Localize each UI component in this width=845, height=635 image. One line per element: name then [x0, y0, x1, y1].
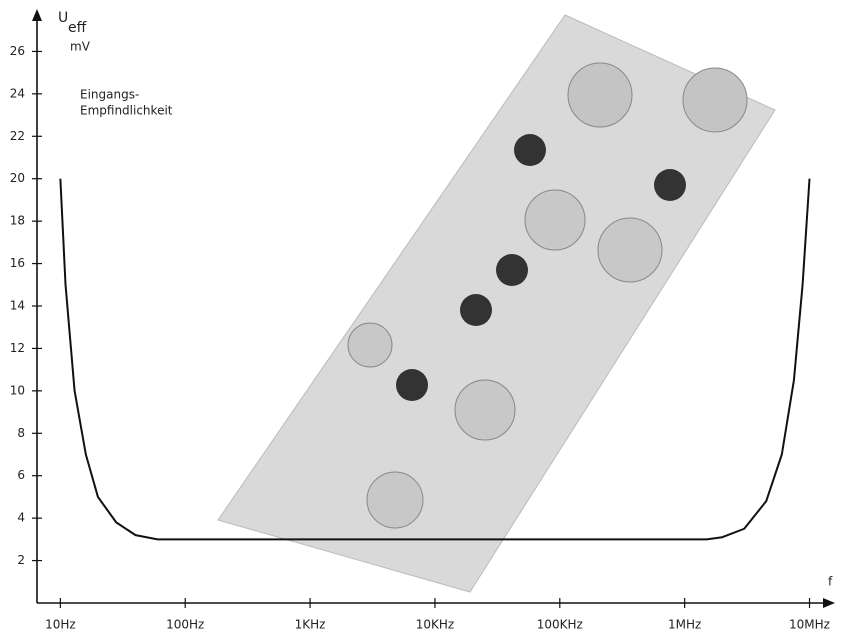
capacitor	[525, 190, 585, 250]
capacitor	[367, 472, 423, 528]
annotation: Eingangs-	[80, 88, 139, 102]
y-unit: mV	[70, 40, 91, 54]
y-tick-label: 20	[10, 171, 25, 185]
y-tick-label: 2	[17, 553, 25, 567]
y-tick-label: 16	[10, 256, 25, 270]
capacitor	[568, 63, 632, 127]
y-tick-label: 22	[10, 129, 25, 143]
photo-overlay	[218, 15, 775, 592]
x-tick-label: 100KHz	[537, 618, 583, 632]
transistor	[654, 169, 686, 201]
y-tick-label: 14	[10, 299, 25, 313]
y-tick-label: 10	[10, 383, 25, 397]
x-label: f	[828, 575, 833, 589]
y-tick-label: 24	[10, 86, 25, 100]
y-tick-label: 12	[10, 341, 25, 355]
transistor	[514, 134, 546, 166]
x-tick-label: 100Hz	[166, 618, 204, 632]
transistor	[396, 369, 428, 401]
y-tick-label: 26	[10, 44, 25, 58]
x-tick-label: 1MHz	[668, 618, 701, 632]
y-label-sub: eff	[68, 20, 87, 36]
y-label: U	[58, 10, 68, 26]
y-tick-label: 8	[17, 426, 25, 440]
x-tick-label: 10Hz	[45, 618, 76, 632]
annotation: Empfindlichkeit	[80, 104, 173, 118]
y-tick-label: 18	[10, 214, 25, 228]
capacitor	[683, 68, 747, 132]
capacitor	[348, 323, 392, 367]
capacitor	[598, 218, 662, 282]
y-axis-arrow	[32, 9, 42, 21]
chart: U eff mV Eingangs- Empfindlichkeit f 246…	[0, 0, 845, 635]
x-tick-label: 1KHz	[295, 618, 326, 632]
x-tick-label: 10MHz	[789, 618, 830, 632]
y-tick-label: 6	[17, 468, 25, 482]
x-axis-arrow	[823, 598, 835, 608]
x-tick-label: 10KHz	[416, 618, 454, 632]
transistor	[496, 254, 528, 286]
transistor	[460, 294, 492, 326]
capacitor	[455, 380, 515, 440]
y-tick-label: 4	[17, 511, 25, 525]
